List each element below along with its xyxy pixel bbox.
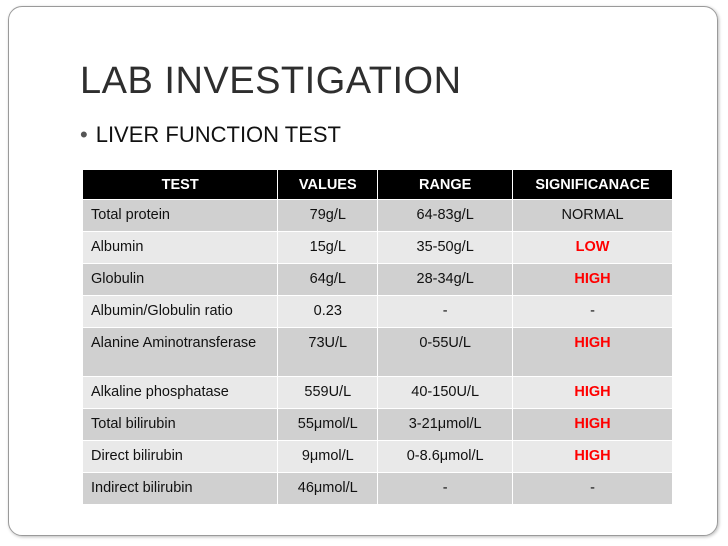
table-row: Total bilirubin 55μmol/L 3-21μmol/L HIGH bbox=[83, 408, 673, 441]
cell: Alkaline phosphatase bbox=[83, 376, 279, 409]
cell: - bbox=[512, 295, 673, 328]
cell: Total protein bbox=[83, 199, 279, 232]
bullet-dot: • bbox=[80, 122, 88, 147]
header-row: TEST VALUES RANGE SIGNIFICANACE bbox=[83, 170, 673, 200]
cell: HIGH bbox=[512, 376, 673, 409]
cell: HIGH bbox=[512, 263, 673, 296]
cell: 79g/L bbox=[277, 199, 379, 232]
cell: 15g/L bbox=[277, 231, 379, 264]
cell: HIGH bbox=[512, 327, 673, 377]
bullet-text: LIVER FUNCTION TEST bbox=[95, 122, 341, 147]
cell: 40-150U/L bbox=[377, 376, 514, 409]
cell: 55μmol/L bbox=[277, 408, 379, 441]
table-row: Albumin 15g/L 35-50g/L LOW bbox=[83, 231, 673, 264]
table-row: Albumin/Globulin ratio 0.23- - bbox=[83, 295, 673, 328]
bullet-item: • LIVER FUNCTION TEST bbox=[80, 122, 341, 148]
cell: Total bilirubin bbox=[83, 408, 279, 441]
cell: NORMAL bbox=[512, 199, 673, 232]
cell: 28-34g/L bbox=[377, 263, 514, 296]
header-cell: RANGE bbox=[377, 170, 514, 200]
cell: HIGH bbox=[512, 440, 673, 473]
cell: Albumin bbox=[83, 231, 279, 264]
cell: Indirect bilirubin bbox=[83, 472, 279, 505]
table-row: Alanine Aminotransferase 73U/L 0-55U/L HIGH bbox=[83, 327, 673, 377]
cell: 0-8.6μmol/L bbox=[377, 440, 514, 473]
cell: Globulin bbox=[83, 263, 279, 296]
header-cell: SIGNIFICANACE bbox=[512, 170, 673, 200]
cell: 0.23 bbox=[277, 295, 379, 328]
cell: 559U/L bbox=[277, 376, 379, 409]
cell: 73U/L bbox=[277, 327, 379, 377]
table-row: Indirect bilirubin 46μmol/L - - bbox=[83, 472, 673, 505]
cell: 0-55U/L bbox=[377, 327, 514, 377]
header-cell: TEST bbox=[83, 170, 279, 200]
table-row: Globulin 64g/L 28-34g/L HIGH bbox=[83, 263, 673, 296]
cell: LOW bbox=[512, 231, 673, 264]
cell: Alanine Aminotransferase bbox=[83, 327, 279, 377]
cell: HIGH bbox=[512, 408, 673, 441]
lab-table: TEST VALUES RANGE SIGNIFICANACE Total pr… bbox=[83, 170, 673, 505]
cell: - bbox=[512, 472, 673, 505]
cell: 9μmol/L bbox=[277, 440, 379, 473]
cell: 3-21μmol/L bbox=[377, 408, 514, 441]
cell: 46μmol/L bbox=[277, 472, 379, 505]
cell: Albumin/Globulin ratio bbox=[83, 295, 279, 328]
cell: 64g/L bbox=[277, 263, 379, 296]
table-row: Total protein 79g/L 64-83g/L NORMAL bbox=[83, 199, 673, 232]
cell: - bbox=[377, 472, 514, 505]
header-cell: VALUES bbox=[277, 170, 379, 200]
table-row: Alkaline phosphatase 559U/L 40-150U/L HIGH bbox=[83, 376, 673, 409]
cell: 35-50g/L bbox=[377, 231, 514, 264]
slide-frame bbox=[8, 6, 718, 536]
cell: Direct bilirubin bbox=[83, 440, 279, 473]
slide-title: LAB INVESTIGATION bbox=[80, 60, 462, 102]
table-row: Direct bilirubin 9μmol/L 0-8.6μmol/L HIGH bbox=[83, 440, 673, 473]
cell: - bbox=[377, 295, 514, 328]
cell: 64-83g/L bbox=[377, 199, 514, 232]
